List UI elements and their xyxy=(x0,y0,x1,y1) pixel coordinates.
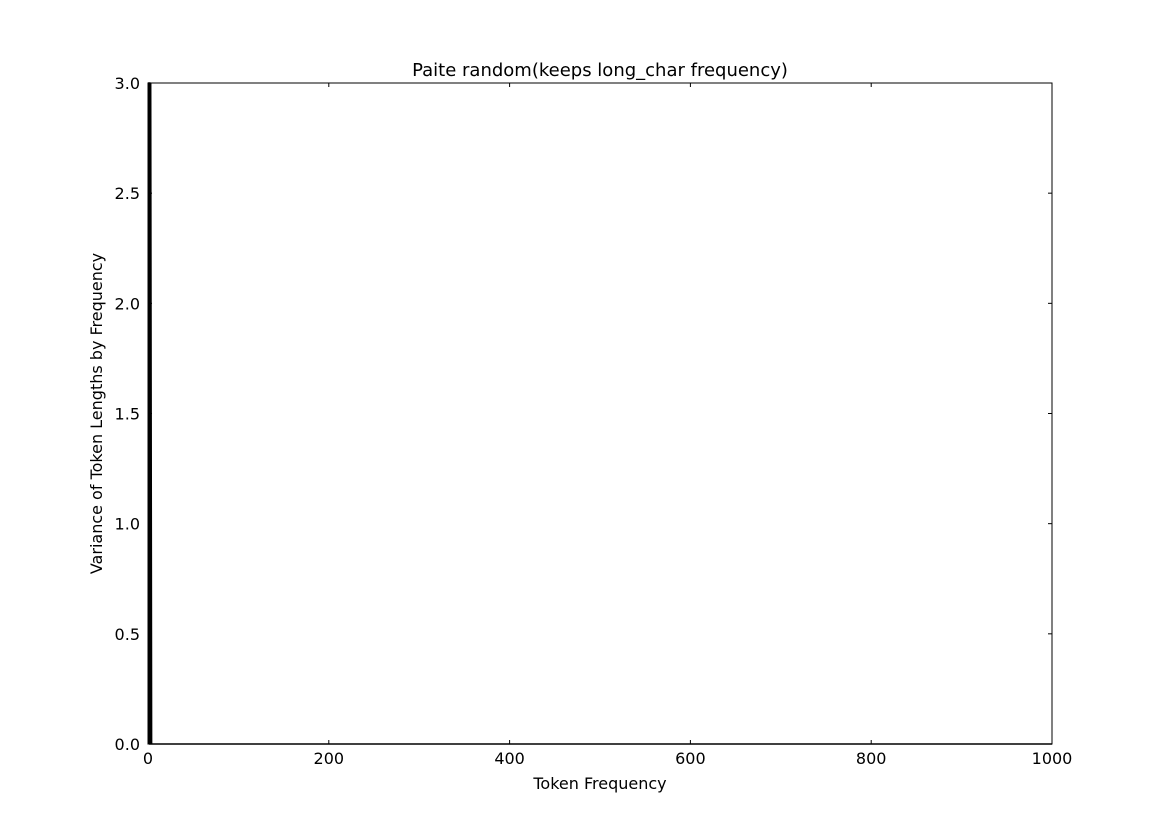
y-tick-label: 0.5 xyxy=(115,625,140,644)
y-tick-label: 1.0 xyxy=(115,515,140,534)
x-tick-label: 1000 xyxy=(1032,749,1073,768)
x-axis-label: Token Frequency xyxy=(532,774,666,793)
y-tick-label: 0.0 xyxy=(115,735,140,754)
x-tick-label: 400 xyxy=(494,749,525,768)
y-axis-label: Variance of Token Lengths by Frequency xyxy=(87,253,106,574)
y-tick-label: 1.5 xyxy=(115,405,140,424)
x-tick-label: 600 xyxy=(675,749,706,768)
y-tick-label: 2.0 xyxy=(115,294,140,313)
plot-frame xyxy=(147,82,1053,745)
x-tick-label: 200 xyxy=(314,749,345,768)
y-tick-label: 3.0 xyxy=(115,74,140,93)
x-tick-label: 800 xyxy=(856,749,887,768)
tick-layer: 0 200 400 600 800 1000 0.0 0.5 1.0 1.5 2.0 2.5 3.0 xyxy=(115,74,1073,768)
x-tick-label: 0 xyxy=(143,749,153,768)
chart-title: Paite random(keeps long_char frequency) xyxy=(412,60,788,81)
plot-area xyxy=(148,83,1052,744)
plot-background xyxy=(148,83,1052,744)
y-tick-label: 2.5 xyxy=(115,184,140,203)
